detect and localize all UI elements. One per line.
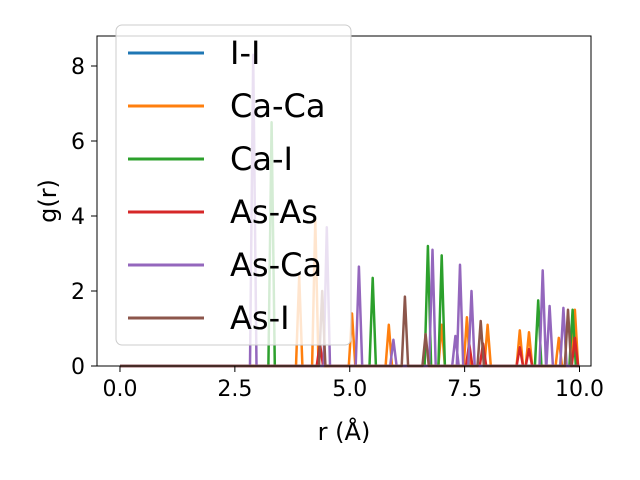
- y-tick-label: 4: [71, 205, 85, 230]
- legend-label: As-As: [230, 193, 318, 231]
- x-tick-label: 10.0: [555, 377, 604, 402]
- y-axis-ticks: 0 2 4 6 8: [71, 55, 97, 380]
- y-tick-label: 0: [71, 355, 85, 380]
- y-tick-label: 8: [71, 55, 85, 80]
- legend: I-I Ca-Ca Ca-I As-As As-Ca As-I: [115, 24, 352, 346]
- x-tick-label: 0.0: [102, 377, 137, 402]
- y-tick-label: 6: [71, 130, 85, 155]
- x-tick-label: 2.5: [217, 377, 252, 402]
- x-tick-label: 5.0: [332, 377, 367, 402]
- legend-label: Ca-Ca: [230, 87, 325, 125]
- legend-label: I-I: [230, 34, 260, 72]
- legend-label: As-Ca: [230, 246, 322, 284]
- legend-box: [115, 24, 352, 346]
- y-tick-label: 2: [71, 280, 85, 305]
- x-axis-label: r (Å): [318, 417, 371, 446]
- legend-label: As-I: [230, 299, 290, 337]
- y-axis-label: g(r): [34, 179, 62, 223]
- legend-label: Ca-I: [230, 140, 293, 178]
- x-tick-label: 7.5: [447, 377, 482, 402]
- x-axis-ticks: 0.0 2.5 5.0 7.5 10.0: [102, 366, 604, 402]
- legend-items: I-I Ca-Ca Ca-I As-As As-Ca As-I: [128, 34, 325, 337]
